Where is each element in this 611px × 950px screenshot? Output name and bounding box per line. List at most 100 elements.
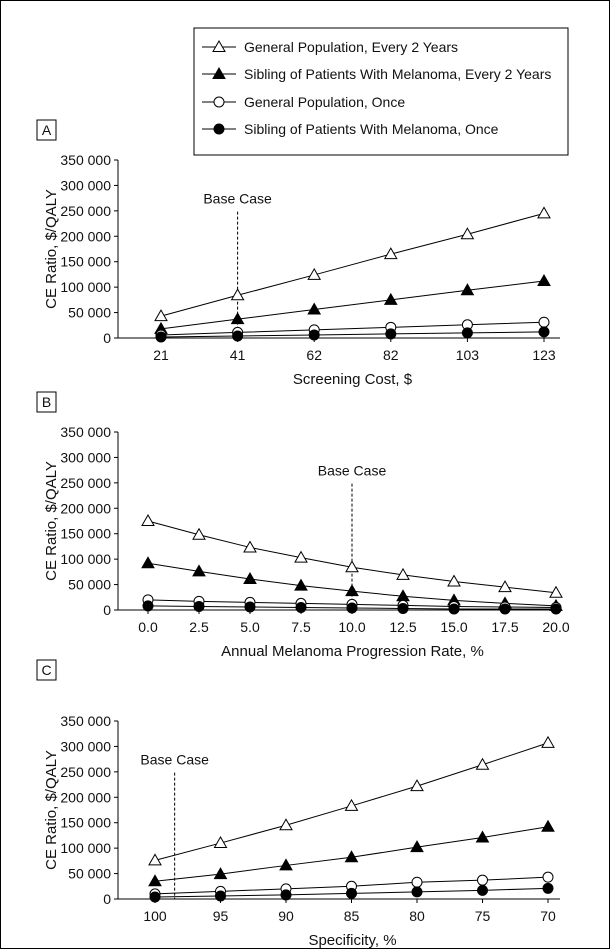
data-point bbox=[308, 329, 320, 341]
series-1 bbox=[141, 513, 563, 598]
x-tick-label: 7.5 bbox=[291, 619, 311, 635]
y-tick-label: 300 000 bbox=[60, 177, 111, 193]
data-point bbox=[460, 227, 475, 240]
x-tick-label: 75 bbox=[475, 908, 491, 924]
y-tick-label: 250 000 bbox=[60, 764, 111, 780]
y-tick-label: 200 000 bbox=[60, 500, 111, 516]
data-point bbox=[295, 601, 307, 613]
y-tick-label: 150 000 bbox=[60, 526, 111, 542]
panels: A 350 000 300 000 250 000 200 000 150 000 100 … bbox=[36, 119, 570, 949]
data-point bbox=[542, 871, 554, 883]
x-tick-label: 10.0 bbox=[338, 619, 365, 635]
legend-label: General Population, Once bbox=[244, 94, 405, 110]
x-tick-label: 41 bbox=[230, 347, 246, 363]
legend-label: Sibling of Patients With Melanoma, Every… bbox=[244, 66, 551, 82]
panel-label: A bbox=[36, 119, 57, 141]
x-tick-label: 20.0 bbox=[542, 619, 569, 635]
panel-label-text: A bbox=[42, 122, 52, 138]
y-axis-label: CE Ratio, $/QALY bbox=[43, 461, 60, 581]
data-point bbox=[475, 830, 490, 843]
data-point bbox=[243, 540, 257, 553]
legend-marker bbox=[213, 123, 225, 135]
data-point bbox=[149, 891, 161, 903]
legend: General Population, Every 2 Years Siblin… bbox=[193, 27, 569, 156]
data-point bbox=[537, 206, 551, 219]
y-tick-label: 50 000 bbox=[68, 577, 111, 593]
data-point bbox=[475, 757, 490, 770]
y-tick-label: 0 bbox=[103, 330, 111, 346]
data-point bbox=[460, 283, 475, 296]
y-tick-label: 50 000 bbox=[68, 866, 111, 882]
x-tick-label: 85 bbox=[344, 908, 360, 924]
series-1 bbox=[154, 206, 551, 322]
legend-marker-symbol bbox=[213, 123, 225, 135]
x-tick-label: 70 bbox=[540, 908, 556, 924]
x-tick-label: 12.5 bbox=[389, 619, 416, 635]
legend-entry: General Population, Once bbox=[202, 94, 405, 110]
data-point bbox=[279, 858, 293, 871]
series-line bbox=[160, 212, 545, 317]
data-point bbox=[244, 601, 256, 613]
data-point bbox=[550, 603, 562, 615]
data-point bbox=[538, 316, 550, 328]
panel-label-box bbox=[36, 659, 57, 681]
data-point bbox=[447, 574, 461, 587]
data-point bbox=[154, 309, 168, 322]
data-point bbox=[344, 798, 359, 811]
data-point bbox=[499, 603, 511, 615]
data-point bbox=[215, 890, 226, 902]
x-tick-label: 21 bbox=[153, 347, 169, 363]
data-point bbox=[477, 884, 488, 896]
data-point bbox=[396, 567, 410, 580]
data-point bbox=[243, 571, 257, 584]
series-1 bbox=[148, 735, 555, 866]
panel-label-text: B bbox=[42, 394, 51, 410]
legend-marker bbox=[212, 39, 226, 52]
base-case-label: Base Case bbox=[203, 191, 272, 207]
data-point bbox=[230, 312, 245, 325]
data-point bbox=[192, 527, 206, 540]
legend-marker bbox=[213, 96, 225, 108]
legend-entry: General Population, Every 2 Years bbox=[202, 39, 458, 55]
data-point bbox=[346, 887, 357, 899]
y-tick-label: 250 000 bbox=[60, 203, 111, 219]
legend-entry: Sibling of Patients With Melanoma, Once bbox=[202, 121, 499, 137]
panel-label-box bbox=[36, 119, 57, 141]
data-point bbox=[148, 853, 162, 866]
panel-b: B 350 000 300 000 250 000 200 000 150 000 100 … bbox=[36, 391, 570, 660]
x-tick-label: 82 bbox=[383, 347, 399, 363]
series-4 bbox=[155, 326, 550, 343]
y-tick-label: 100 000 bbox=[60, 279, 111, 295]
legend-entry: Sibling of Patients With Melanoma, Every… bbox=[202, 66, 551, 82]
data-point bbox=[477, 874, 488, 886]
series-2 bbox=[148, 819, 555, 887]
data-point bbox=[411, 876, 423, 888]
legend-marker-symbol bbox=[212, 66, 226, 79]
y-tick-label: 0 bbox=[103, 891, 111, 907]
y-tick-label: 300 000 bbox=[60, 738, 111, 754]
data-point bbox=[294, 550, 308, 563]
x-tick-label: 123 bbox=[532, 347, 556, 363]
x-tick-label: 2.5 bbox=[189, 619, 209, 635]
data-point bbox=[397, 602, 409, 614]
y-tick-label: 200 000 bbox=[60, 789, 111, 805]
data-point bbox=[498, 580, 512, 593]
data-point bbox=[542, 882, 554, 894]
y-axis-label: CE Ratio, $/QALY bbox=[43, 189, 60, 309]
data-point bbox=[346, 602, 358, 614]
y-tick-label: 150 000 bbox=[60, 254, 111, 270]
x-axis-label: Annual Melanoma Progression Rate, % bbox=[221, 643, 484, 660]
data-point bbox=[142, 600, 154, 612]
data-point bbox=[279, 818, 293, 831]
data-point bbox=[410, 840, 424, 853]
series-4 bbox=[149, 882, 554, 903]
y-tick-label: 100 000 bbox=[60, 551, 111, 567]
y-tick-label: 300 000 bbox=[60, 449, 111, 465]
panel-c: C 350 000 300 000 250 000 200 000 150 000 100 … bbox=[36, 659, 560, 949]
x-tick-label: 95 bbox=[213, 908, 229, 924]
data-point bbox=[345, 560, 359, 573]
data-point bbox=[232, 330, 244, 342]
y-tick-label: 50 000 bbox=[68, 305, 111, 321]
data-point bbox=[448, 603, 460, 615]
